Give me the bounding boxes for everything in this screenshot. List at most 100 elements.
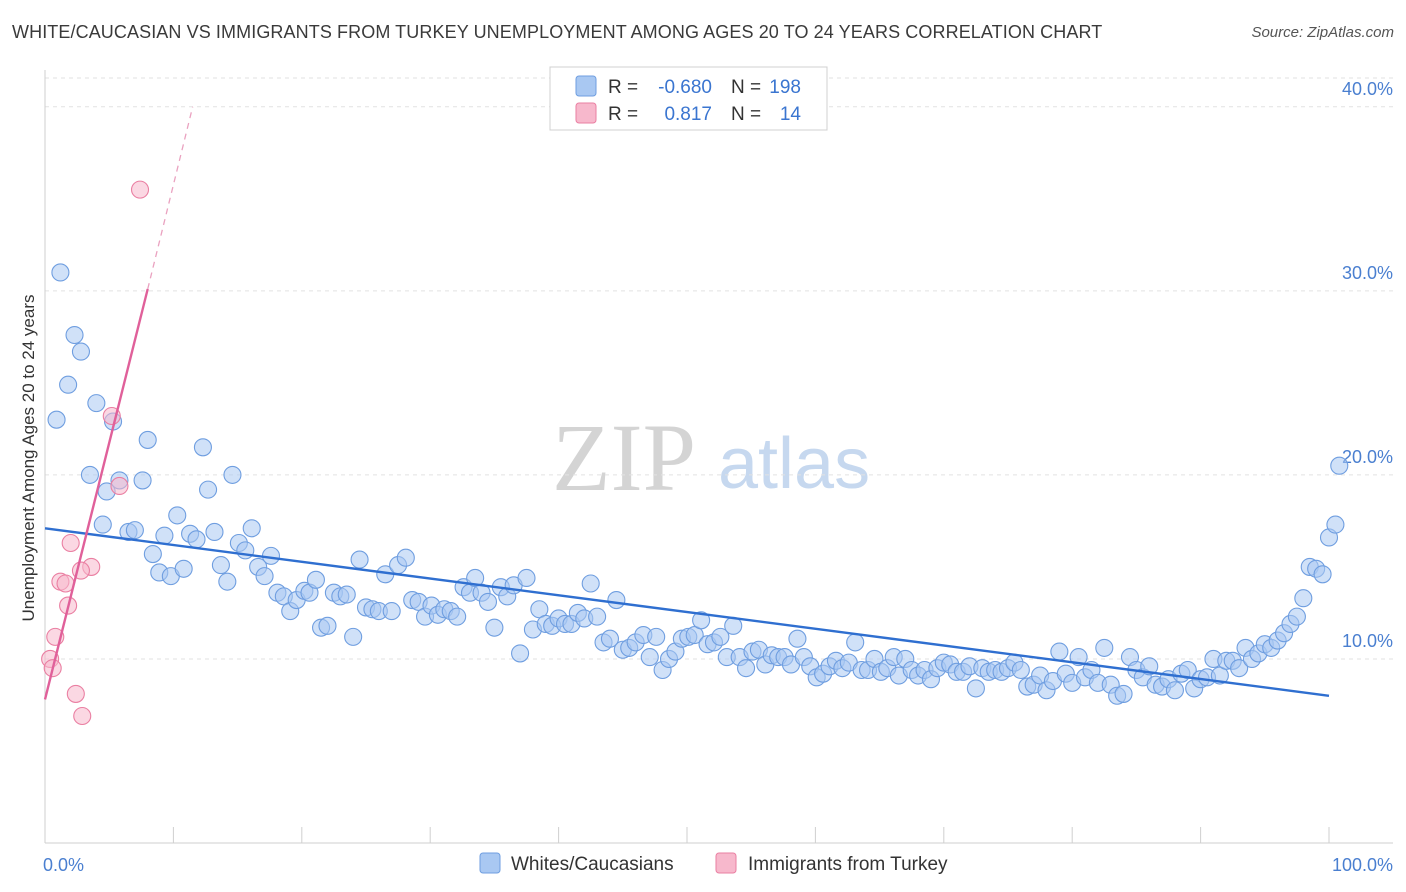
bottom-legend-label-whites: Whites/Caucasians (511, 854, 674, 875)
chart-title: WHITE/CAUCASIAN VS IMMIGRANTS FROM TURKE… (12, 22, 1103, 42)
point-whites (168, 506, 187, 525)
point-whites (47, 410, 66, 429)
point-whites (211, 556, 230, 575)
point-whites (607, 591, 626, 610)
point-whites (318, 616, 337, 635)
point-turkey (130, 180, 150, 199)
point-whites (344, 627, 363, 646)
point-whites (174, 559, 193, 578)
point-whites (517, 568, 536, 588)
point-whites (337, 585, 356, 604)
point-whites (588, 607, 607, 626)
point-whites (143, 544, 162, 564)
point-whites (600, 629, 620, 648)
point-whites (1050, 642, 1069, 661)
bottom-legend-swatch-whites (479, 852, 501, 874)
trend-line-turkey-extension (147, 106, 194, 290)
y-tick-label: 20.0% (1342, 447, 1393, 467)
point-whites (218, 572, 237, 591)
point-whites (581, 574, 600, 593)
point-whites (242, 519, 261, 538)
x-tick-label-min: 0.0% (43, 855, 84, 875)
point-whites (511, 644, 530, 663)
legend-n-value-1: 14 (780, 104, 802, 125)
bottom-legend-swatch-turkey (715, 852, 737, 874)
y-tick-label: 10.0% (1342, 631, 1393, 651)
point-whites (125, 521, 144, 540)
trend-line-turkey (43, 288, 149, 700)
point-whites (71, 342, 91, 361)
point-whites (187, 530, 206, 549)
point-whites (1011, 660, 1030, 680)
bottom-legend: Whites/Caucasians Immigrants from Turkey (479, 852, 948, 875)
legend-n-label-0: N = (731, 77, 761, 98)
legend-n-value-0: 198 (769, 77, 801, 98)
point-whites (255, 567, 274, 586)
source-credit: Source: ZipAtlas.com (1251, 24, 1394, 41)
point-whites (966, 679, 985, 698)
x-tick-label-max: 100.0% (1332, 855, 1393, 875)
legend-r-value-0: -0.680 (658, 77, 712, 98)
point-whites (138, 430, 157, 449)
point-whites (80, 465, 99, 484)
point-whites (65, 325, 84, 345)
point-whites (133, 471, 152, 490)
y-tick-label: 40.0% (1342, 79, 1393, 99)
point-whites (350, 550, 369, 569)
point-whites (448, 607, 467, 626)
point-whites (485, 618, 504, 637)
point-turkey (73, 706, 92, 726)
point-whites (205, 522, 224, 542)
legend-n-label-1: N = (731, 104, 761, 125)
watermark-atlas: atlas (718, 424, 870, 504)
legend-swatch-turkey (575, 102, 597, 124)
legend: R = -0.680 N = 198 R = 0.817 N = 14 (549, 66, 828, 131)
point-whites (1230, 659, 1249, 678)
point-whites (478, 592, 498, 611)
watermark-zip: ZIP (552, 404, 696, 511)
point-turkey (61, 533, 80, 553)
point-whites (93, 515, 112, 534)
point-whites (1165, 681, 1184, 700)
point-whites (788, 629, 807, 648)
y-tick-label: 30.0% (1342, 263, 1393, 283)
point-whites (223, 465, 242, 484)
point-whites (711, 627, 730, 646)
bottom-legend-label-turkey: Immigrants from Turkey (748, 854, 948, 875)
point-whites (1294, 589, 1313, 608)
point-whites (87, 394, 106, 413)
legend-swatch-whites (575, 75, 597, 97)
point-whites (1313, 565, 1332, 584)
point-whites (155, 526, 174, 545)
legend-r-label-0: R = (608, 77, 638, 98)
point-whites (647, 627, 666, 646)
series-turkey-points (41, 180, 150, 726)
legend-r-value-1: 0.817 (664, 104, 712, 125)
series-whites-points (47, 263, 1349, 705)
grid-lines (45, 77, 1393, 660)
point-turkey (66, 684, 85, 703)
point-whites (1095, 638, 1114, 657)
y-tick-labels: 10.0% 20.0% 30.0% 40.0% (1342, 79, 1393, 651)
point-whites (199, 480, 218, 499)
point-whites (1114, 684, 1133, 703)
point-whites (51, 263, 70, 282)
trend-lines (43, 106, 1330, 700)
axes (44, 70, 1393, 844)
trend-line-whites (44, 527, 1330, 697)
point-whites (846, 633, 865, 652)
point-whites (396, 548, 415, 567)
point-whites (1287, 607, 1306, 626)
point-whites (692, 611, 711, 630)
point-whites (193, 438, 212, 457)
point-whites (1330, 456, 1349, 475)
point-whites (1326, 515, 1345, 534)
point-whites (737, 659, 756, 678)
point-whites (640, 648, 659, 667)
point-whites (59, 375, 78, 394)
point-whites (306, 570, 325, 589)
y-axis-label: Unemployment Among Ages 20 to 24 years (19, 295, 38, 622)
point-whites (382, 602, 401, 621)
